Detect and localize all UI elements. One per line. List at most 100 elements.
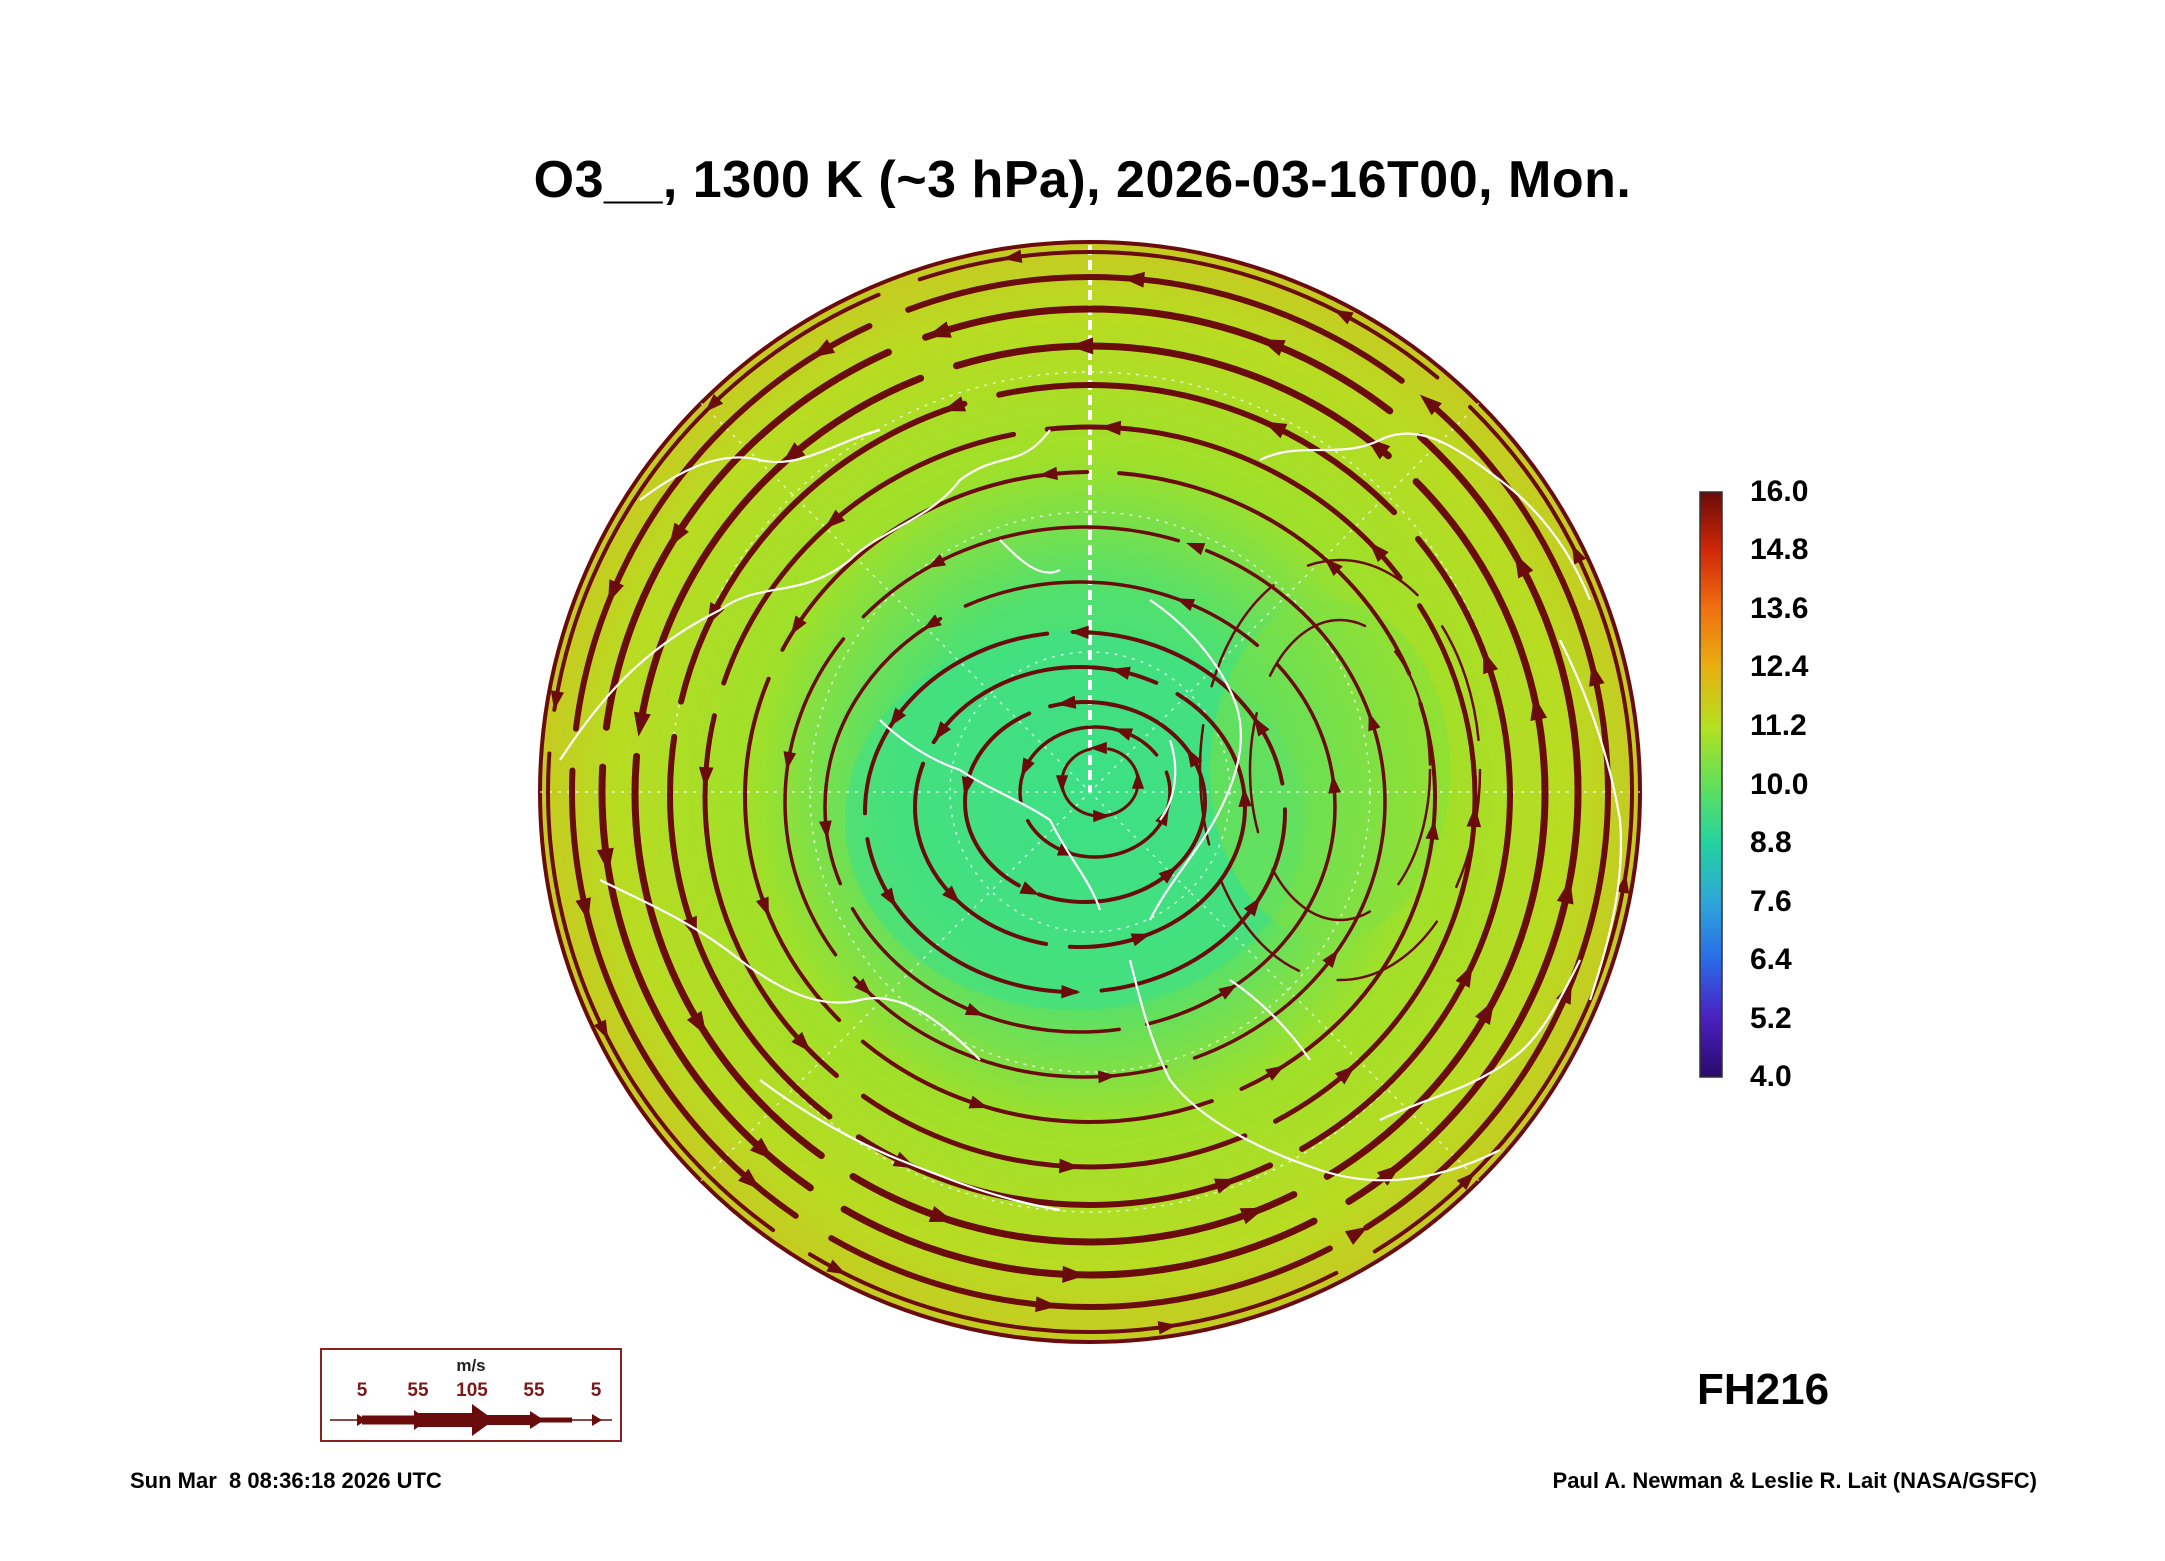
streamline-arrow [550, 690, 565, 711]
streamline-arrow [1377, 1164, 1402, 1186]
streamline-arrow [1324, 558, 1343, 577]
streamline-arrow [1062, 1265, 1087, 1283]
streamline-arrow [1571, 544, 1587, 565]
streamline-arrow [738, 1168, 761, 1190]
streamline-arrow [1056, 695, 1077, 709]
streamline-arrow [1334, 1065, 1356, 1085]
streamline-arrow [707, 602, 725, 626]
streamline-arrow [811, 339, 836, 358]
streamline-arrow [1265, 1065, 1285, 1081]
streamline-arrow [1514, 553, 1534, 579]
streamline-arrow [607, 579, 624, 604]
streamline [1248, 618, 1432, 922]
footer-credit: Paul A. Newman & Leslie R. Lait (NASA/GS… [1552, 1468, 2037, 1493]
streamline-arrow [1333, 309, 1354, 325]
coastlines [559, 428, 1623, 1212]
legend-unit: m/s [456, 1356, 486, 1375]
streamline-arrow [1213, 1178, 1238, 1194]
streamline-arrow [791, 1031, 811, 1053]
streamline [963, 700, 1207, 904]
streamline-arrow [1058, 1158, 1080, 1174]
colorbar [1699, 491, 1723, 1078]
colorbar-label: 12.4 [1750, 650, 1809, 683]
streamline-arrow [1243, 897, 1261, 917]
streamline-arrow [1068, 337, 1094, 355]
colorbar-label: 13.6 [1750, 592, 1809, 625]
streamline-arrow [928, 1205, 955, 1223]
streamline-arrow [1131, 771, 1145, 789]
streamline-arrow [783, 751, 797, 771]
colorbar-label: 6.4 [1750, 943, 1792, 976]
streamline-arrow [968, 1095, 989, 1109]
colorbar-label: 10.0 [1750, 768, 1809, 801]
streamline-arrow [1021, 757, 1035, 777]
streamline-arrow [749, 1137, 774, 1161]
colorbar-label: 8.8 [1750, 826, 1792, 859]
colorbar-label: 4.0 [1750, 1060, 1792, 1093]
streamline-arrow [790, 615, 807, 636]
streamline-arrow [1121, 271, 1145, 288]
plot-title: O3__, 1300 K (~3 hPa), 2026-03-16T00, Mo… [533, 151, 1632, 209]
streamline-arrow [1061, 985, 1081, 999]
streamline [913, 665, 1247, 949]
streamline-arrow [1002, 249, 1023, 263]
streamline-arrow [1100, 420, 1122, 436]
streamline-arrow [1093, 809, 1111, 823]
streamline-arrow [1130, 933, 1151, 947]
streamline [783, 525, 1387, 1079]
streamline-arrow [1530, 695, 1548, 721]
streamline-arrow [1186, 542, 1206, 556]
streamline-arrow [1260, 339, 1286, 356]
streamline-arrow [681, 915, 697, 940]
streamline-arrow [1253, 716, 1270, 737]
streamline-arrow [1589, 663, 1605, 687]
forecast-hour-label: FH216 [1697, 1365, 1830, 1414]
streamline-arrow [596, 847, 614, 873]
streamline-arrow [1456, 1172, 1476, 1191]
streamline-arrow [698, 766, 714, 788]
streamline-arrow [1455, 964, 1473, 988]
streamline-arrow [961, 776, 975, 797]
streamline-arrow [1556, 879, 1574, 905]
vortex-core [845, 630, 1305, 1010]
streamline-arrow [1097, 1070, 1117, 1084]
streamline [823, 580, 1337, 1034]
streamline-arrow [1425, 820, 1439, 841]
streamline-arrow [1019, 881, 1040, 896]
streamline-arrow [1483, 650, 1499, 675]
streamline-arrow [633, 711, 651, 737]
streamline-arrow [824, 509, 846, 529]
streamline-arrow [1615, 873, 1630, 894]
streamline-arrow [942, 885, 961, 904]
streamline-arrow [1186, 747, 1203, 768]
legend-streamline [330, 1404, 612, 1436]
streamline-arrow [1069, 625, 1089, 639]
streamline-arrow [926, 321, 952, 338]
colorbar-label: 7.6 [1750, 885, 1792, 918]
colorbar-label: 16.0 [1750, 475, 1809, 508]
streamline [1198, 558, 1482, 982]
streamline-arrow [1055, 775, 1069, 793]
legend-speed: 105 [456, 1380, 488, 1401]
streamline-arrow [922, 614, 942, 630]
legend-speed: 55 [523, 1380, 545, 1401]
colorbar-label: 14.8 [1750, 533, 1809, 566]
streamline-arrow [1035, 1296, 1059, 1313]
streamline-arrow [1328, 774, 1342, 794]
streamline [546, 250, 1634, 1334]
footer-timestamp: Sun Mar 8 08:36:18 2026 UTC [130, 1468, 442, 1493]
streamline-arrow [1175, 598, 1196, 612]
streamline-arrow [686, 1010, 707, 1036]
streamline-arrow [1263, 421, 1288, 439]
streamline-arrow [1089, 741, 1107, 755]
legend-speed: 5 [356, 1380, 368, 1401]
streamline-arrow [1419, 394, 1442, 416]
streamline-arrow [826, 1259, 847, 1275]
streamline-arrow [1369, 541, 1389, 563]
wind-speed-legend: m/s 5 55 105 55 5 [320, 1348, 622, 1442]
streamline-arrow [1113, 728, 1134, 741]
colorbar-label: 11.2 [1750, 709, 1807, 742]
streamline [667, 382, 1513, 1208]
legend-speed: 5 [590, 1380, 602, 1401]
